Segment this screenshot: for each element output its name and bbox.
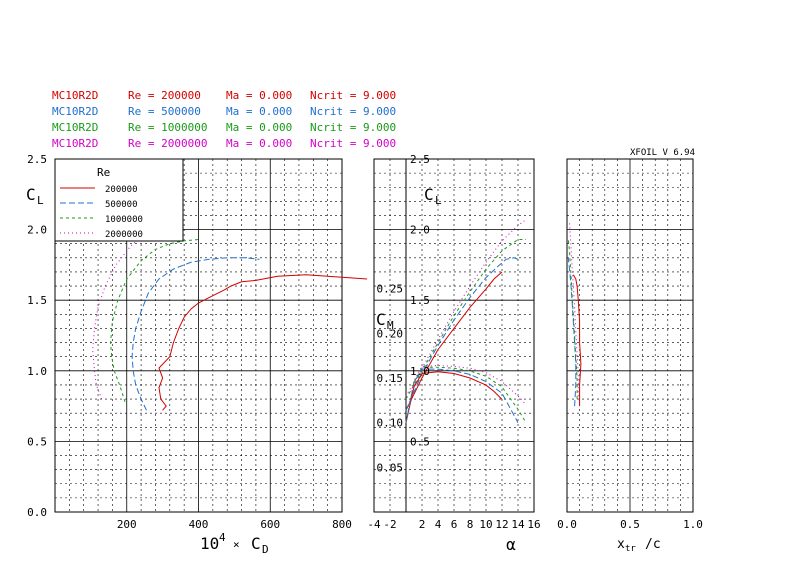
cm-alpha-line-500000 xyxy=(405,368,519,423)
cm-axis-title: C xyxy=(376,310,386,329)
grid xyxy=(374,159,534,512)
plot-frame xyxy=(54,158,343,513)
cm-axis-subscript: M xyxy=(387,319,394,332)
drag-polar-line-200000 xyxy=(158,274,368,411)
alpha-tick-label: -2 xyxy=(383,518,396,531)
xtr-tick-label: 0.5 xyxy=(620,518,640,531)
xtr-line-1000000 xyxy=(567,239,578,399)
xtr-axis-denominator: /c xyxy=(645,537,661,552)
plot-frame xyxy=(566,158,694,513)
cl-axis-subscript: L xyxy=(37,194,44,207)
xtr-tick-label: 1.0 xyxy=(683,518,703,531)
legend-entry-label: 500000 xyxy=(105,200,138,210)
cl-axis-title: C xyxy=(26,185,36,204)
legend-title: Re xyxy=(97,166,110,179)
cd-axis-symbol: C xyxy=(251,534,261,553)
cm-tick-label: 0.10 xyxy=(377,417,404,430)
cd-tick-label: 400 xyxy=(189,518,209,531)
xtr-line-2000000 xyxy=(569,222,579,397)
cl-tick-label: 1.0 xyxy=(27,365,47,378)
drag-polar-line-500000 xyxy=(131,257,260,411)
drag-polar-line-2000000 xyxy=(92,219,185,400)
cl-tick-label: 1.5 xyxy=(27,294,47,307)
cd-axis-title: 10 xyxy=(200,534,219,553)
alpha-tick-label: 10 xyxy=(479,518,492,531)
cm-alpha-line-200000 xyxy=(405,371,503,423)
xtr-tick-label: 0.0 xyxy=(557,518,577,531)
cm-alpha-line-2000000 xyxy=(405,364,527,423)
cl2-axis-subscript: L xyxy=(435,194,442,207)
cl2-tick-label: 1.5 xyxy=(410,294,430,307)
cm-alpha-line-1000000 xyxy=(405,366,527,423)
cd-tick-label: 600 xyxy=(260,518,280,531)
cl2-tick-label: 2.0 xyxy=(410,224,430,237)
alpha-tick-label: -4 xyxy=(367,518,381,531)
cl-alpha-line-1000000 xyxy=(405,239,526,400)
plot-frame xyxy=(373,158,535,513)
cd-tick-label: 200 xyxy=(117,518,137,531)
alpha-tick-label: 8 xyxy=(467,518,474,531)
cm-tick-label: 0.15 xyxy=(377,372,404,385)
cm-tick-label: 0.20 xyxy=(377,327,404,340)
alpha-tick-label: 6 xyxy=(451,518,458,531)
cm-tick-label: 0.25 xyxy=(377,283,404,296)
cl2-axis-title: C xyxy=(424,185,434,204)
xtr-axis-subscript: tr xyxy=(625,544,636,554)
cd-axis-subscript: D xyxy=(262,543,269,556)
cl-tick-label: 0.5 xyxy=(27,435,47,448)
cl-alpha-line-500000 xyxy=(405,257,519,411)
alpha-axis-title: α xyxy=(506,535,516,554)
xtr-line-200000 xyxy=(572,274,582,407)
grid xyxy=(567,159,693,512)
alpha-tick-label: 12 xyxy=(495,518,508,531)
alpha-tick-label: 16 xyxy=(527,518,540,531)
cl2-tick-label: 0.5 xyxy=(410,435,430,448)
alpha-tick-label: 14 xyxy=(511,518,525,531)
cl2-tick-label: 2.5 xyxy=(410,153,430,166)
xtr-axis-title: x xyxy=(617,537,625,552)
drag-polar-line-1000000 xyxy=(110,239,199,403)
cl-tick-label: 2.0 xyxy=(27,224,47,237)
legend-entry-label: 1000000 xyxy=(105,215,143,225)
legend-entry-label: 200000 xyxy=(105,185,138,195)
alpha-tick-label: 4 xyxy=(435,518,442,531)
cd-axis-times: × xyxy=(233,538,240,551)
cd-axis-superscript: 4 xyxy=(219,531,226,544)
alpha-tick-label: 2 xyxy=(419,518,426,531)
cl-tick-label: 0.0 xyxy=(27,506,47,519)
cl-tick-label: 2.5 xyxy=(27,153,47,166)
grid xyxy=(55,159,342,512)
legend-entry-label: 2000000 xyxy=(105,230,143,240)
legend xyxy=(54,158,184,242)
cd-tick-label: 800 xyxy=(332,518,352,531)
cl2-tick-label: 1.0 xyxy=(410,365,430,378)
cm-tick-label: 0.05 xyxy=(377,461,404,474)
xtr-line-500000 xyxy=(567,257,577,407)
legend-box xyxy=(54,158,184,242)
